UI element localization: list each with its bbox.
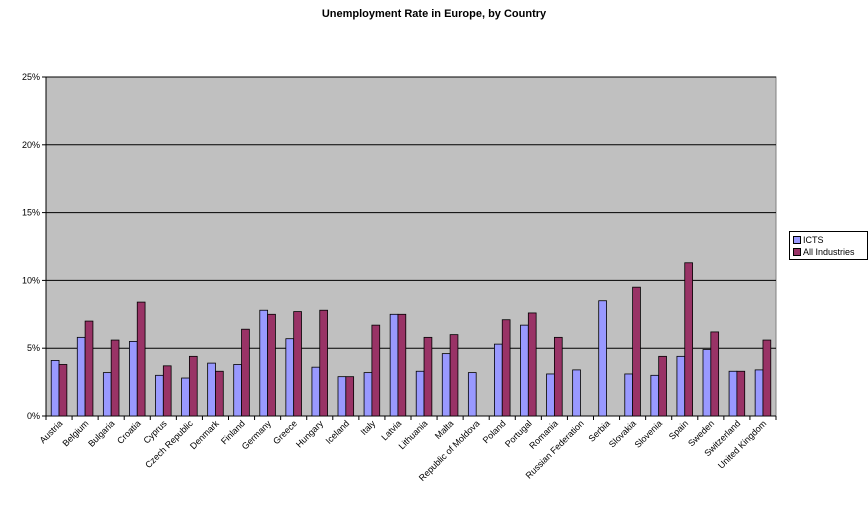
bar-icts: [624, 373, 634, 417]
bar-icts: [285, 338, 295, 417]
legend-swatch-all-industries: [793, 247, 801, 256]
legend-label-all-industries: All Industries: [803, 247, 855, 257]
bar-all-industries: [110, 339, 120, 417]
bar-icts: [546, 373, 555, 417]
bar-all-industries: [162, 365, 172, 417]
bar-icts: [337, 376, 347, 417]
bar-all-industries: [241, 328, 250, 417]
x-tick-label: Italy: [359, 418, 378, 437]
bar-all-industries: [84, 320, 94, 417]
bar-all-industries: [215, 370, 224, 417]
bar-icts: [572, 369, 581, 417]
bar-all-industries: [527, 312, 537, 417]
bar-all-industries: [423, 336, 433, 417]
x-tick-label: Belgium: [60, 418, 90, 448]
bar-icts: [467, 372, 477, 417]
bar-icts: [311, 366, 321, 417]
legend-item-all-industries: All Industries: [793, 246, 867, 258]
x-tick-label: Bulgaria: [86, 418, 116, 448]
bar-icts: [441, 353, 451, 417]
bar-icts: [363, 372, 373, 417]
bar-icts: [415, 370, 425, 417]
legend-item-icts: ICTS: [793, 234, 867, 246]
bar-icts: [598, 300, 607, 417]
bar-all-industries: [736, 370, 746, 417]
legend: ICTS All Industries: [789, 231, 868, 260]
bar-icts: [233, 364, 242, 417]
x-tick-label: Malta: [433, 418, 456, 441]
bar-all-industries: [319, 309, 328, 417]
bar-all-industries: [553, 336, 563, 417]
bar-icts: [76, 336, 86, 417]
x-tick-label: Iceland: [324, 418, 352, 446]
x-tick-label: Germany: [240, 418, 274, 452]
bar-all-industries: [501, 319, 511, 417]
y-tick-label: 20%: [22, 140, 40, 150]
bar-all-industries: [345, 376, 355, 417]
bar-icts: [520, 324, 529, 417]
x-tick-label: Slovenia: [633, 418, 664, 449]
y-tick-label: 10%: [22, 275, 40, 285]
y-tick-label: 25%: [22, 72, 40, 82]
y-tick-label: 15%: [22, 208, 40, 218]
bar-icts: [207, 362, 216, 417]
bar-all-industries: [371, 324, 381, 417]
bar-icts: [676, 355, 686, 417]
bar-all-industries: [267, 313, 276, 417]
x-tick-label: Denmark: [188, 418, 221, 451]
bar-icts: [754, 369, 764, 417]
x-tick-label: Latvia: [379, 418, 403, 442]
bar-icts: [50, 360, 60, 417]
bar-icts: [181, 377, 190, 417]
x-tick-label: Croatia: [115, 418, 143, 446]
bar-icts: [702, 349, 712, 417]
bar-all-industries: [136, 301, 146, 417]
x-tick-label: United Kingdom: [716, 418, 768, 470]
y-tick-label: 0%: [27, 411, 40, 421]
bar-icts: [494, 343, 503, 417]
x-tick-label: Hungary: [294, 418, 325, 449]
chart-title: Unemployment Rate in Europe, by Country: [321, 8, 547, 20]
bar-all-industries: [293, 311, 302, 417]
legend-label-icts: ICTS: [803, 235, 824, 245]
bar-icts: [728, 370, 738, 417]
bar-icts: [129, 341, 138, 417]
y-tick-label: 5%: [27, 343, 40, 353]
bar-all-industries: [684, 262, 693, 417]
bar-all-industries: [762, 339, 772, 417]
bar-all-industries: [710, 331, 720, 417]
bar-all-industries: [397, 313, 407, 417]
x-tick-label: Lithuania: [397, 418, 430, 451]
legend-swatch-icts: [793, 235, 801, 244]
bar-icts: [389, 313, 399, 417]
bar-all-industries: [449, 334, 459, 417]
x-tick-label: Spain: [667, 418, 690, 441]
bar-icts: [650, 374, 660, 417]
bar-all-industries: [632, 286, 641, 417]
bar-icts: [155, 374, 164, 417]
bar-all-industries: [658, 355, 667, 417]
bar-all-industries: [188, 355, 198, 417]
bar-all-industries: [58, 364, 68, 417]
bar-icts: [259, 309, 269, 417]
plot-area: [45, 76, 777, 417]
bar-icts: [102, 372, 112, 417]
